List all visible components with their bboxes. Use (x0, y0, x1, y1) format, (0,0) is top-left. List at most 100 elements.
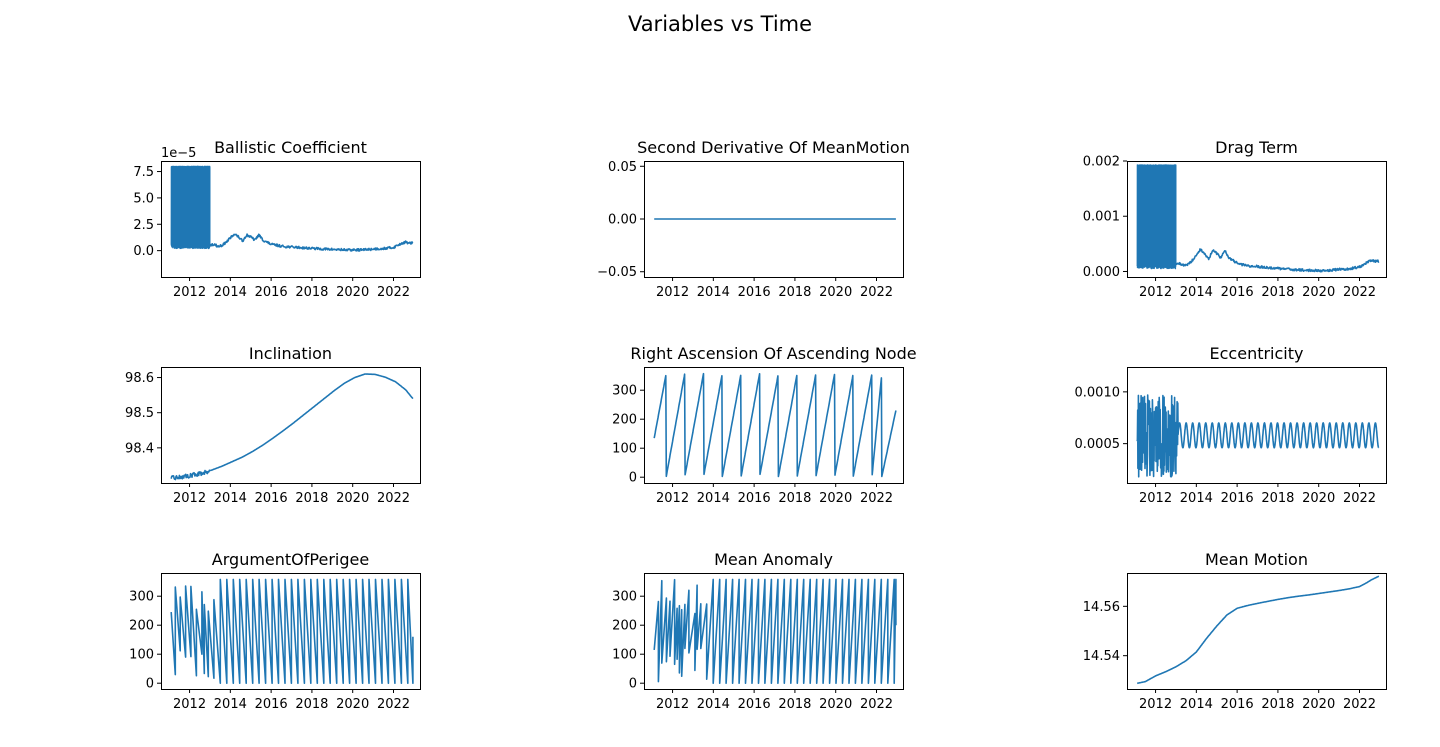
plot-area (170, 165, 414, 252)
y-tick-label: 5.0 (133, 191, 154, 206)
plot-area (1136, 394, 1380, 478)
x-tick-label: 2022 (377, 491, 410, 506)
figure-title: Variables vs Time (628, 12, 812, 36)
series-line (1136, 394, 1380, 478)
series-line (653, 372, 897, 478)
x-tick-label: 2020 (1302, 491, 1335, 506)
x-tick-label: 2018 (1261, 285, 1294, 300)
dense-oscillation-band (170, 165, 211, 250)
series-line (170, 233, 414, 252)
plot-area (1136, 164, 1380, 273)
axes-frame (1127, 161, 1387, 278)
axes-frame (161, 161, 421, 278)
y-tick-label: 0 (629, 471, 637, 486)
subplot-title: Right Ascension Of Ascending Node (630, 344, 916, 363)
x-tick-label: 2018 (295, 697, 328, 712)
x-tick-label: 2016 (255, 697, 288, 712)
x-tick-label: 2012 (1139, 491, 1172, 506)
x-tick-label: 2012 (173, 697, 206, 712)
x-tick-label: 2018 (1261, 491, 1294, 506)
y-tick-label: 0.000 (1083, 265, 1120, 280)
subplot-4: Inclination 2012 2014 2016 2018 2020 2022 98.4 9… (125, 344, 421, 506)
x-tick-label: 2018 (295, 491, 328, 506)
x-tick-label: 2022 (377, 285, 410, 300)
x-tick-label: 2012 (173, 285, 206, 300)
x-tick-label: 2012 (1139, 285, 1172, 300)
x-tick-label: 2020 (336, 697, 369, 712)
x-tick-label: 2014 (214, 285, 247, 300)
dense-oscillation-band (1136, 164, 1177, 270)
x-tick-label: 2020 (1302, 285, 1335, 300)
x-tick-label: 2014 (697, 697, 730, 712)
x-tick-label: 2020 (336, 285, 369, 300)
series-line (1136, 575, 1380, 685)
x-tick-label: 2018 (778, 697, 811, 712)
x-tick-label: 2020 (336, 491, 369, 506)
y-tick-label: 0.05 (608, 160, 637, 175)
subplot-6: Eccentricity 2012 2014 2016 2018 2020 2022 0.00… (1075, 344, 1387, 506)
x-tick-label: 2020 (1302, 697, 1335, 712)
x-tick-label: 2022 (860, 491, 893, 506)
x-tick-label: 2014 (697, 285, 730, 300)
axes-frame (161, 573, 421, 690)
x-tick-label: 2014 (1180, 491, 1213, 506)
subplot-title: Ballistic Coefficient (214, 138, 367, 157)
subplot-9: Mean Motion 2012 2014 2016 2018 2020 2022 14.54… (1083, 550, 1387, 712)
subplot-5: Right Ascension Of Ascending Node 2012 201… (612, 344, 916, 506)
plot-area (653, 578, 897, 684)
plot-area (170, 373, 414, 481)
y-tick-label: 14.54 (1083, 649, 1120, 664)
x-tick-label: 2022 (860, 697, 893, 712)
x-tick-label: 2012 (173, 491, 206, 506)
subplot-8: Mean Anomaly 2012 2014 2016 2018 2020 2022 0 100… (612, 550, 904, 712)
y-tick-label: 200 (612, 413, 637, 428)
subplot-title: Mean Motion (1205, 550, 1308, 569)
y-tick-label: 300 (129, 590, 154, 605)
y-tick-label: 200 (612, 619, 637, 634)
x-tick-label: 2018 (778, 285, 811, 300)
y-tick-label: 300 (612, 384, 637, 399)
series-line (170, 578, 414, 684)
y-tick-label: 200 (129, 619, 154, 634)
y-tick-label: 300 (612, 590, 637, 605)
y-tick-label: 0.0005 (1075, 437, 1121, 452)
axes-frame (1127, 367, 1387, 484)
y-tick-label: 7.5 (133, 165, 154, 180)
subplot-title: Second Derivative Of MeanMotion (637, 138, 910, 157)
x-tick-label: 2012 (656, 285, 689, 300)
y-tick-label: 0.001 (1083, 210, 1120, 225)
subplot-title: Mean Anomaly (714, 550, 833, 569)
y-tick-label: 0.0010 (1075, 385, 1121, 400)
y-tick-label: 0.0 (133, 244, 154, 259)
x-tick-label: 2020 (819, 697, 852, 712)
x-tick-label: 2016 (1221, 285, 1254, 300)
x-tick-label: 2014 (214, 697, 247, 712)
y-tick-label: 98.5 (125, 406, 154, 421)
x-tick-label: 2014 (1180, 285, 1213, 300)
x-tick-label: 2014 (697, 491, 730, 506)
axes-frame (161, 367, 421, 484)
axes-frame (1127, 573, 1387, 690)
subplot-title: Drag Term (1215, 138, 1298, 157)
y-tick-label: 0.002 (1083, 155, 1120, 170)
series-line (170, 373, 414, 481)
axes-frame (644, 367, 904, 484)
subplot-grid: Ballistic Coefficient 2012 2014 2016 2018 202… (125, 138, 1387, 712)
y-tick-label: 0 (146, 677, 154, 692)
subplot-7: ArgumentOfPerigee 2012 2014 2016 2018 2020 202… (129, 550, 421, 712)
plot-area (1136, 575, 1380, 685)
axes-frame (644, 573, 904, 690)
subplot-title: ArgumentOfPerigee (212, 550, 369, 569)
x-tick-label: 2016 (1221, 697, 1254, 712)
x-tick-label: 2012 (656, 697, 689, 712)
subplot-title: Inclination (249, 344, 332, 363)
y-offset-label: 1e−5 (161, 146, 196, 161)
x-tick-label: 2012 (1139, 697, 1172, 712)
plot-area (170, 578, 414, 684)
x-tick-label: 2016 (255, 285, 288, 300)
y-tick-label: 100 (612, 442, 637, 457)
subplot-1: Ballistic Coefficient 2012 2014 2016 2018 202… (133, 138, 421, 300)
subplot-2: Second Derivative Of MeanMotion 2012 2014 2… (597, 138, 910, 300)
y-tick-label: 2.5 (133, 218, 154, 233)
